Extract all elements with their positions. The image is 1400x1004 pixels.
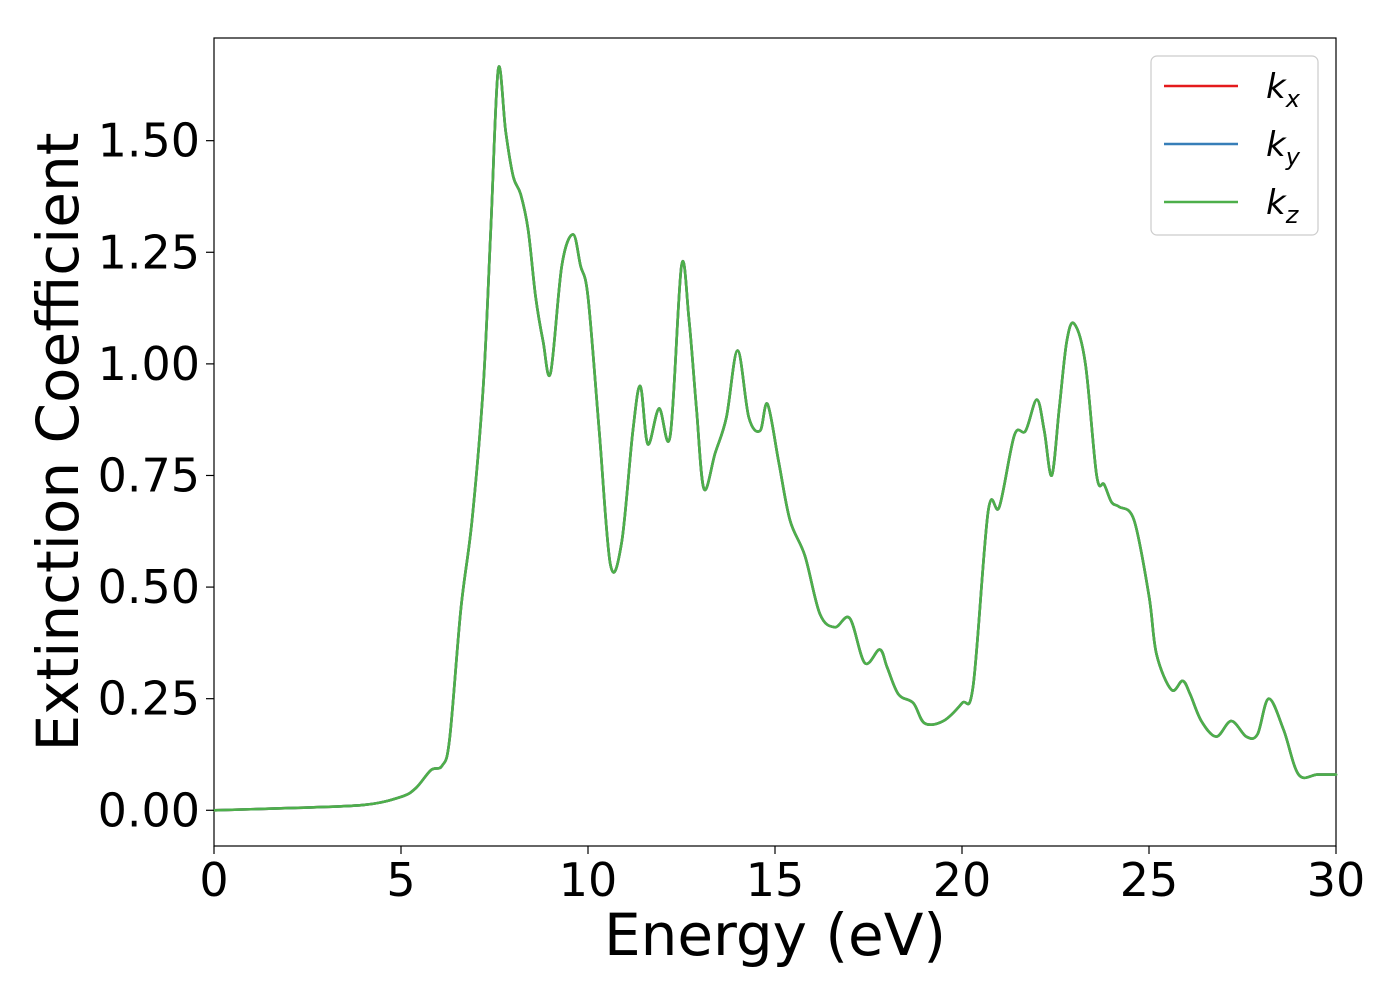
x-tick-label: 30 bbox=[1307, 853, 1366, 907]
legend-label-ky: ky bbox=[1266, 125, 1301, 171]
x-tick-label: 20 bbox=[933, 853, 992, 907]
x-tick-label: 25 bbox=[1120, 853, 1179, 907]
legend-label-kx: kx bbox=[1266, 67, 1301, 113]
x-tick-label: 0 bbox=[199, 853, 228, 907]
legend-label-base: k bbox=[1266, 125, 1287, 165]
series-layer bbox=[212, 65, 1338, 812]
x-tick-label: 5 bbox=[386, 853, 415, 907]
legend-label-subscript: x bbox=[1285, 85, 1301, 113]
legend-label-subscript: z bbox=[1285, 201, 1300, 229]
x-axis: 0 5 10 15 20 25 30 bbox=[199, 846, 1365, 907]
x-tick-label: 10 bbox=[559, 853, 618, 907]
y-axis: 0.00 0.25 0.50 0.75 1.00 1.25 1.50 bbox=[98, 114, 214, 837]
y-tick-label: 1.25 bbox=[98, 225, 200, 279]
series-line-kz bbox=[212, 65, 1338, 812]
x-tick-label: 15 bbox=[746, 853, 805, 907]
legend-label-kz: kz bbox=[1266, 183, 1300, 229]
y-tick-label: 0.00 bbox=[98, 783, 200, 837]
y-tick-label: 0.25 bbox=[98, 672, 200, 726]
y-tick-label: 1.50 bbox=[98, 114, 200, 168]
y-tick-label: 1.00 bbox=[98, 337, 200, 391]
x-axis-title: Energy (eV) bbox=[604, 901, 946, 969]
y-tick-label: 0.50 bbox=[98, 560, 200, 614]
legend-frame bbox=[1150, 55, 1319, 236]
legend-label-subscript: y bbox=[1285, 143, 1301, 171]
legend-label-base: k bbox=[1266, 67, 1287, 107]
y-axis-title: Extinction Coefficient bbox=[24, 133, 92, 752]
legend-label-base: k bbox=[1266, 183, 1287, 223]
y-tick-label: 0.75 bbox=[98, 448, 200, 502]
